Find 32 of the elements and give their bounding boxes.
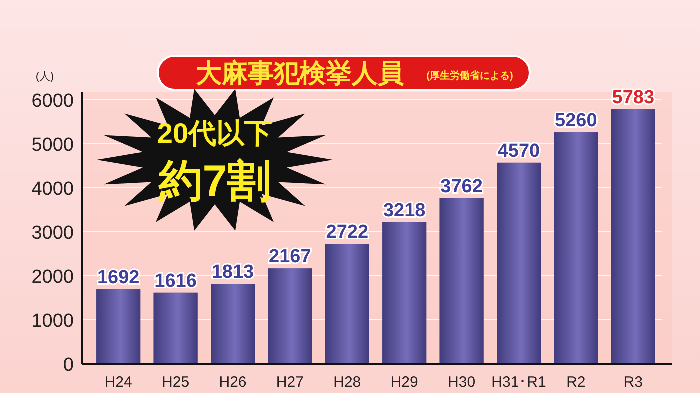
x-tick-label: H31･R1 xyxy=(492,374,546,391)
annotation: 約7割 xyxy=(158,157,272,206)
chart-subtitle: (厚生労働省による) xyxy=(426,70,514,82)
x-tick-label: R2 xyxy=(566,374,586,391)
data-label: 2167 xyxy=(269,246,312,268)
y-tick-label: 2000 xyxy=(32,267,74,288)
data-label: 4570 xyxy=(498,140,540,162)
chart-title: 大麻事犯検挙人員 xyxy=(196,58,404,88)
x-tick-label: R3 xyxy=(624,374,643,391)
data-label: 1692 xyxy=(97,268,140,289)
data-label: 1616 xyxy=(154,270,197,292)
y-tick-label: 5000 xyxy=(32,135,74,156)
y-tick-label: 6000 xyxy=(32,91,74,112)
data-label: 1813 xyxy=(212,262,254,284)
annotation: 20代以下 xyxy=(157,118,273,149)
data-label: 5260 xyxy=(555,110,598,132)
x-tick-label: H25 xyxy=(162,374,190,391)
y-tick-label: 0 xyxy=(63,355,74,376)
x-tick-label: H28 xyxy=(334,374,362,391)
y-axis-title: (人) xyxy=(36,71,54,83)
x-tick-label: H27 xyxy=(276,374,304,391)
y-tick-label: 1000 xyxy=(32,311,74,332)
x-tick-label: H26 xyxy=(219,374,247,391)
y-tick-label: 4000 xyxy=(32,179,74,200)
data-label: 3218 xyxy=(383,200,426,222)
x-tick-label: H30 xyxy=(448,374,476,391)
x-tick-label: H29 xyxy=(390,374,418,391)
data-label: 2722 xyxy=(326,222,369,244)
data-label: 3762 xyxy=(440,176,483,198)
y-tick-label: 3000 xyxy=(32,223,74,244)
data-label: 5783 xyxy=(612,88,655,109)
x-tick-label: H24 xyxy=(104,374,132,391)
